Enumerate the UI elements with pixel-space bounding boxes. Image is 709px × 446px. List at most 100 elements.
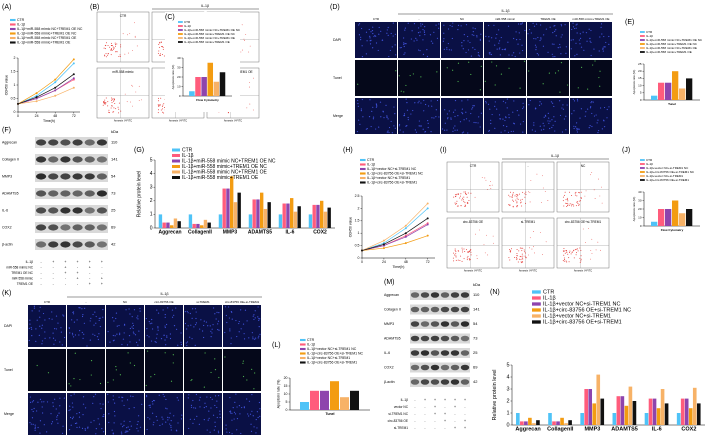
legend-swatch [360, 181, 366, 184]
nucleus [427, 122, 429, 124]
nucleus [82, 414, 84, 416]
nucleus [112, 395, 114, 397]
bar [300, 402, 309, 410]
y-tick-label: 0 [179, 94, 181, 98]
nucleus [209, 396, 212, 399]
nucleus [129, 341, 131, 343]
legend-swatch [640, 51, 645, 53]
nucleus [427, 119, 429, 122]
cell-dot [534, 252, 535, 254]
nucleus [199, 406, 201, 408]
micrograph [570, 60, 612, 96]
nucleus [543, 116, 545, 118]
group-label: IL-1β [551, 154, 559, 158]
cell-dot [159, 42, 161, 44]
nucleus [78, 334, 80, 336]
nucleus [535, 38, 537, 40]
nucleus [82, 403, 85, 405]
cell-dot [536, 173, 538, 175]
cell-dot [457, 259, 459, 261]
y-axis-label: OD450 value [349, 217, 353, 237]
blot-band [60, 241, 71, 248]
nucleus [470, 73, 472, 76]
nucleus [236, 406, 238, 408]
nucleus [43, 401, 45, 403]
nucleus [93, 420, 95, 422]
nucleus [461, 111, 463, 114]
cell-dot [161, 105, 163, 107]
legend-swatch [178, 37, 183, 39]
nucleus [590, 102, 592, 104]
nucleus [513, 37, 515, 40]
size-label: 25 [473, 350, 478, 355]
cell-dot [136, 45, 138, 47]
nucleus [118, 324, 120, 327]
nucleus [519, 52, 521, 54]
nucleus [467, 49, 470, 51]
nucleus [74, 352, 76, 354]
nucleus [468, 61, 470, 63]
bar [188, 214, 193, 228]
nucleus [146, 396, 148, 398]
nucleus [135, 341, 138, 343]
bar [664, 403, 669, 425]
micrograph [527, 60, 569, 96]
legend-label: IL-1β+vector NC+si-TREM1 NC [543, 301, 620, 307]
cell-dot [484, 252, 486, 254]
nucleus [187, 397, 189, 399]
nucleus [505, 117, 507, 119]
nucleus [465, 111, 467, 113]
nucleus [360, 108, 362, 110]
nucleus [112, 379, 114, 381]
blot-strip [410, 348, 470, 358]
nucleus [473, 121, 475, 124]
micrograph [67, 393, 105, 435]
legend-swatch [532, 302, 541, 306]
nucleus [452, 111, 455, 113]
nucleus [593, 48, 595, 50]
nucleus [543, 128, 545, 130]
nucleus [242, 360, 244, 362]
cell-dot [466, 257, 468, 259]
cell-dot [522, 191, 524, 193]
nucleus [132, 322, 134, 324]
nucleus [516, 109, 518, 112]
nucleus [480, 33, 482, 35]
group-label: IL-1β [160, 292, 168, 296]
blot-band [48, 207, 59, 214]
nucleus [602, 50, 604, 52]
micrograph [184, 349, 222, 391]
cell-dot [523, 249, 525, 251]
cell-dot [456, 200, 458, 202]
cell-dot [105, 97, 107, 99]
nucleus [417, 32, 420, 34]
cell-dot [110, 49, 112, 51]
nucleus [433, 31, 435, 33]
cell-dot [111, 45, 113, 47]
nucleus [372, 106, 374, 108]
legend-label: CTR [307, 338, 315, 342]
nucleus [587, 88, 589, 90]
nucleus [394, 44, 396, 46]
nucleus [475, 122, 477, 124]
nucleus [98, 319, 100, 322]
cell-dot [124, 53, 126, 55]
nucleus [208, 410, 210, 412]
nucleus [51, 311, 53, 313]
legend-swatch [300, 347, 306, 351]
nucleus [99, 403, 101, 405]
nucleus [499, 118, 502, 120]
nucleus [488, 52, 490, 54]
blot-strip [35, 239, 108, 250]
nucleus [209, 325, 211, 327]
column-label: - [419, 17, 420, 21]
nucleus [376, 105, 378, 107]
nucleus [494, 84, 496, 86]
cell-dot [114, 45, 116, 47]
nucleus [494, 44, 496, 46]
y-tick-label: 5 [506, 362, 509, 368]
nucleus [576, 129, 578, 131]
bar [189, 91, 195, 96]
nucleus [199, 396, 201, 398]
x-tick-label: COX2 [681, 426, 696, 432]
